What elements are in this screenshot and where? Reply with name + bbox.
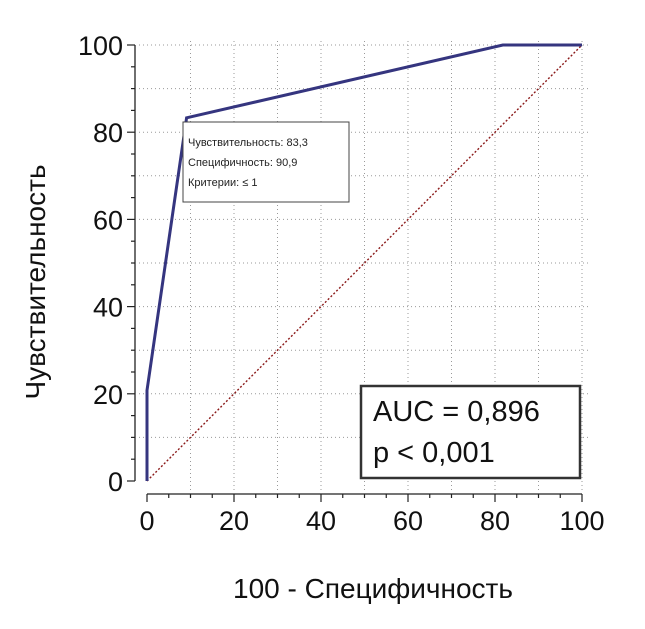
stats-box-frame [359,384,582,480]
series [145,43,583,482]
x-tick-label: 80 [480,506,510,536]
y-tick-label: 60 [93,205,123,235]
y-axis-title: Чувствительность [20,164,51,399]
y-tick-label: 20 [93,380,123,410]
ticks: 0 20 40 60 80 100 0 20 40 60 80 100 [78,31,605,536]
y-tick-label: 100 [78,31,123,61]
y-tick-label: 40 [93,293,123,323]
x-tick-label: 0 [139,506,154,536]
tooltip: Чувствительность: 83,3 Специфичность: 90… [182,121,350,203]
tooltip-box [182,121,350,203]
tooltip-line-3: Критерии: ≤ 1 [188,177,257,189]
x-tick-label: 40 [306,506,336,536]
x-tick-label: 100 [559,506,604,536]
stats-box: AUC = 0,896 p < 0,001 [359,384,582,480]
y-tick-label: 0 [108,467,123,497]
tooltip-line-2: Специфичность: 90,9 [188,157,297,169]
auc-text: AUC = 0,896 [373,396,540,428]
x-tick-label: 20 [219,506,249,536]
x-axis-title: 100 - Специфичность [233,573,513,604]
roc-curve [145,43,582,481]
reference-line [146,44,583,482]
x-tick-label: 60 [393,506,423,536]
p-value-text: p < 0,001 [373,437,495,469]
y-tick-label: 80 [93,118,123,148]
tooltip-line-1: Чувствительность: 83,3 [188,137,308,149]
